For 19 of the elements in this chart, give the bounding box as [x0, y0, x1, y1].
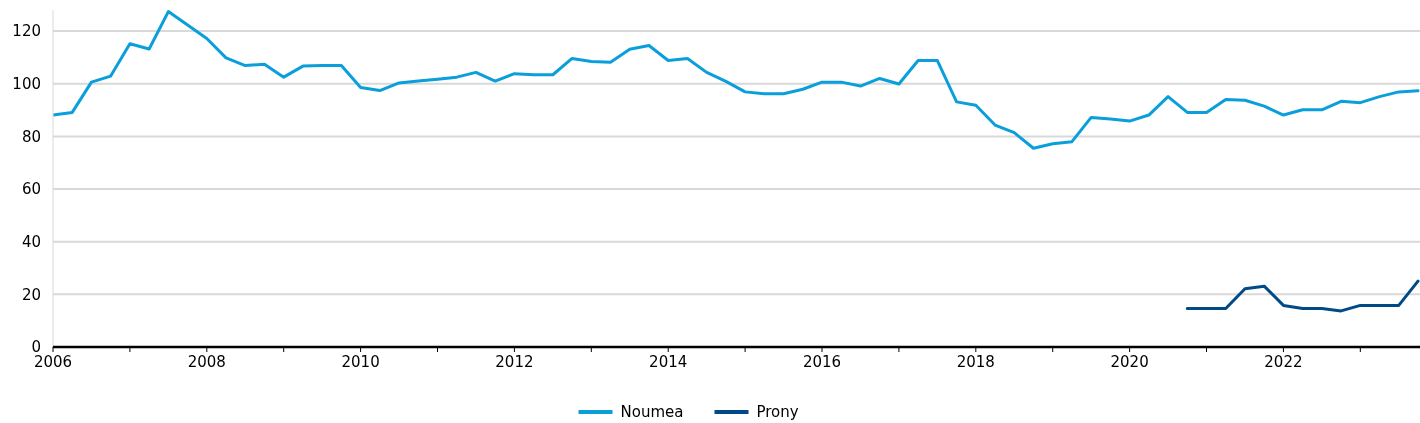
y-tick-label: 120 [12, 22, 41, 41]
x-tick-label: 2010 [341, 353, 380, 371]
y-tick-label: 60 [21, 180, 41, 199]
legend-label: Noumea [620, 403, 684, 422]
y-tick-label: 100 [12, 74, 41, 93]
x-tick-label: 2022 [1264, 353, 1303, 371]
line-series [1185, 279, 1420, 313]
y-tick-label: 80 [21, 127, 41, 146]
x-tick-label: 2018 [956, 353, 995, 371]
x-tick-label: 2020 [1110, 353, 1149, 371]
line-series [53, 10, 1420, 150]
legend-label: Prony [756, 403, 799, 422]
x-tick-label: 2006 [33, 353, 73, 371]
x-tick-label: 2012 [495, 353, 534, 371]
y-tick-label: 40 [21, 232, 41, 251]
y-tick-label: 20 [21, 285, 41, 304]
x-tick-label: 2008 [187, 353, 226, 371]
x-tick-label: 2014 [649, 353, 688, 371]
x-tick-label: 2016 [802, 353, 842, 371]
